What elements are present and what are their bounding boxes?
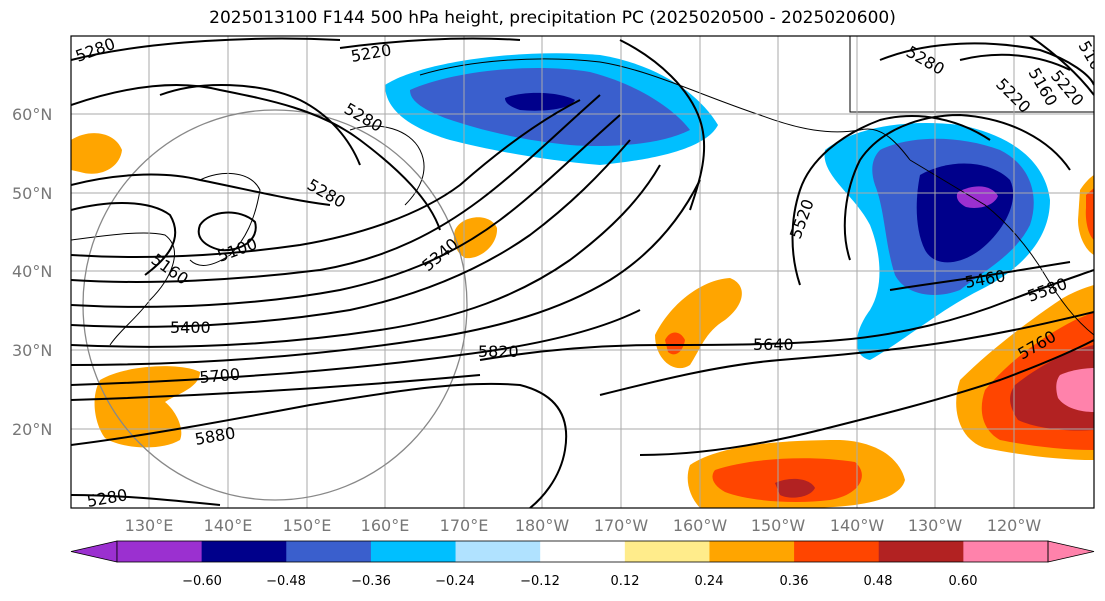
colorbar-labels: −0.60 −0.48 −0.36 −0.24 −0.12 0.12 0.24 … <box>182 574 977 589</box>
positive-area-canada-coast-mid <box>1085 188 1094 240</box>
contour-label: 5640 <box>753 335 794 354</box>
colorbar-segment <box>709 541 795 562</box>
map-title: 2025013100 F144 500 hPa height, precipit… <box>209 8 896 28</box>
colorbar-label: 0.48 <box>864 574 893 589</box>
positive-area-south-dark <box>775 478 815 498</box>
lat-label: 50°N <box>12 184 52 203</box>
contour-label: 5400 <box>170 318 211 337</box>
colorbar-segment <box>540 541 626 562</box>
colorbar <box>70 540 1095 563</box>
lon-label: 170°W <box>594 516 649 535</box>
colorbar-label: 0.12 <box>611 574 640 589</box>
colorbar-extend-min <box>70 540 118 563</box>
colorbar-label: −0.60 <box>182 574 222 589</box>
lon-label: 130°W <box>908 516 963 535</box>
lon-label: 170°E <box>440 516 489 535</box>
colorbar-segment <box>370 541 457 562</box>
colorbar-label: 0.60 <box>949 574 978 589</box>
lon-label: 150°E <box>283 516 332 535</box>
colorbar-label: −0.12 <box>520 574 560 589</box>
positive-area-california-dark <box>1010 345 1094 431</box>
lon-label: 140°E <box>204 516 253 535</box>
lat-label: 30°N <box>12 341 52 360</box>
positive-area-california-max <box>1056 368 1094 412</box>
map-frame <box>70 35 1095 509</box>
colorbar-label: −0.48 <box>266 574 306 589</box>
colorbar-segment <box>963 541 1049 562</box>
latitude-labels: 60°N 50°N 40°N 30°N 20°N <box>12 105 52 439</box>
lon-label: 120°W <box>987 516 1042 535</box>
colorbar-segment <box>455 541 541 562</box>
colorbar-segment <box>794 541 880 562</box>
lat-label: 40°N <box>12 262 52 281</box>
lon-label: 160°W <box>673 516 728 535</box>
lat-label: 20°N <box>12 420 52 439</box>
colorbar-segment <box>624 541 710 562</box>
colorbar-segment <box>117 541 203 562</box>
coastlines <box>71 36 1094 346</box>
lon-label: 140°W <box>830 516 885 535</box>
contour-label: 5700 <box>199 365 241 387</box>
colorbar-segment <box>286 541 372 562</box>
lat-label: 60°N <box>12 105 52 124</box>
contour-label: 5820 <box>478 342 519 361</box>
positive-area-kamchatka <box>71 133 122 174</box>
positive-area-west-subtropics <box>94 366 200 448</box>
lon-label: 180°W <box>515 516 570 535</box>
colorbar-label: −0.36 <box>351 574 391 589</box>
colorbar-label: 0.24 <box>695 574 724 589</box>
colorbar-extend-max <box>1047 540 1095 563</box>
negative-area-gulf-alaska-max <box>956 186 998 208</box>
colorbar-segment <box>878 541 964 562</box>
lon-label: 160°E <box>361 516 410 535</box>
colorbar-outline <box>116 540 1049 563</box>
colorbar-segment <box>201 541 287 562</box>
precip-anomaly-shading <box>71 53 1094 508</box>
positive-area-central-pacific-mid <box>665 332 685 355</box>
colorbar-label: −0.24 <box>435 574 475 589</box>
contour-label: 5280 <box>85 485 128 511</box>
height-contours <box>71 36 1094 508</box>
negative-area-bering-dark <box>505 92 575 111</box>
longitude-labels: 130°E 140°E 150°E 160°E 170°E 180°W 170°… <box>125 516 1042 535</box>
colorbar-label: 0.36 <box>780 574 809 589</box>
lon-label: 130°E <box>125 516 174 535</box>
lon-label: 150°W <box>751 516 806 535</box>
